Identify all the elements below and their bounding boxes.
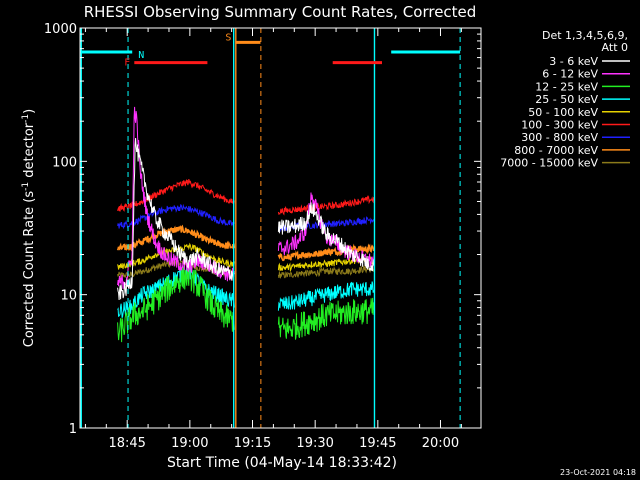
plot-frame — [79, 27, 482, 429]
y-tick-label: 1 — [69, 422, 77, 437]
x-axis-label: Start Time (04-May-14 18:33:42) — [167, 455, 397, 471]
chart-title: RHESSI Observing Summary Count Rates, Co… — [84, 3, 477, 21]
y-axis-label: Corrected Count Rate (s-1 detector-1) — [21, 109, 37, 347]
legend-label: 12 - 25 keV — [535, 80, 598, 93]
x-tick-label: 19:00 — [171, 436, 208, 451]
series-line-25-50-kev-seg1 — [117, 263, 235, 318]
legend-label: 800 - 7000 keV — [514, 144, 598, 157]
legend-label: 300 - 800 keV — [521, 131, 598, 144]
series-line-3-6-kev-seg2 — [277, 202, 375, 272]
series-line-100-300-kev-seg2 — [277, 195, 375, 216]
legend-label: 100 - 300 keV — [521, 119, 598, 132]
footer-timestamp: 23-Oct-2021 04:18 — [560, 468, 636, 477]
flag-label-n: N — [138, 50, 144, 61]
legend-label: 6 - 12 keV — [542, 68, 598, 81]
legend-label: 3 - 6 keV — [549, 55, 598, 68]
series-line-25-50-kev-seg2 — [277, 281, 375, 311]
y-tick-label: 10 — [60, 289, 77, 304]
series-line-300-800-kev-seg1 — [117, 203, 235, 230]
legend-label: 7000 - 15000 keV — [500, 157, 598, 170]
series-line-6-12-kev-seg1 — [117, 106, 235, 289]
flag-label-s: S — [225, 32, 231, 43]
y-tick-label: 1000 — [44, 22, 77, 37]
series-line-12-25-kev-seg1 — [117, 264, 235, 343]
x-tick-label: 19:30 — [296, 436, 333, 451]
series-line-100-300-kev-seg1 — [117, 178, 235, 212]
series-line-12-25-kev-seg2 — [277, 297, 375, 340]
legend-label: 25 - 50 keV — [535, 93, 598, 106]
x-tick-label: 19:45 — [359, 436, 396, 451]
series-line-3-6-kev-seg1 — [117, 137, 235, 301]
x-tick-label: 20:00 — [422, 436, 459, 451]
x-tick-label: 18:45 — [108, 436, 145, 451]
x-tick-label: 19:15 — [234, 436, 271, 451]
y-tick-label: 100 — [52, 155, 77, 170]
series-line-800-7000-kev-seg1 — [116, 224, 236, 252]
legend-label: 50 - 100 keV — [528, 106, 598, 119]
series-line-800-7000-kev-seg2 — [277, 243, 375, 262]
legend-header-attenuator: Att 0 — [602, 41, 628, 54]
flag-label-f: F — [124, 58, 130, 69]
legend-header-detectors: Det 1,3,4,5,6,9, — [542, 29, 628, 42]
series-line-7000-15000-kev-seg2 — [277, 264, 375, 279]
